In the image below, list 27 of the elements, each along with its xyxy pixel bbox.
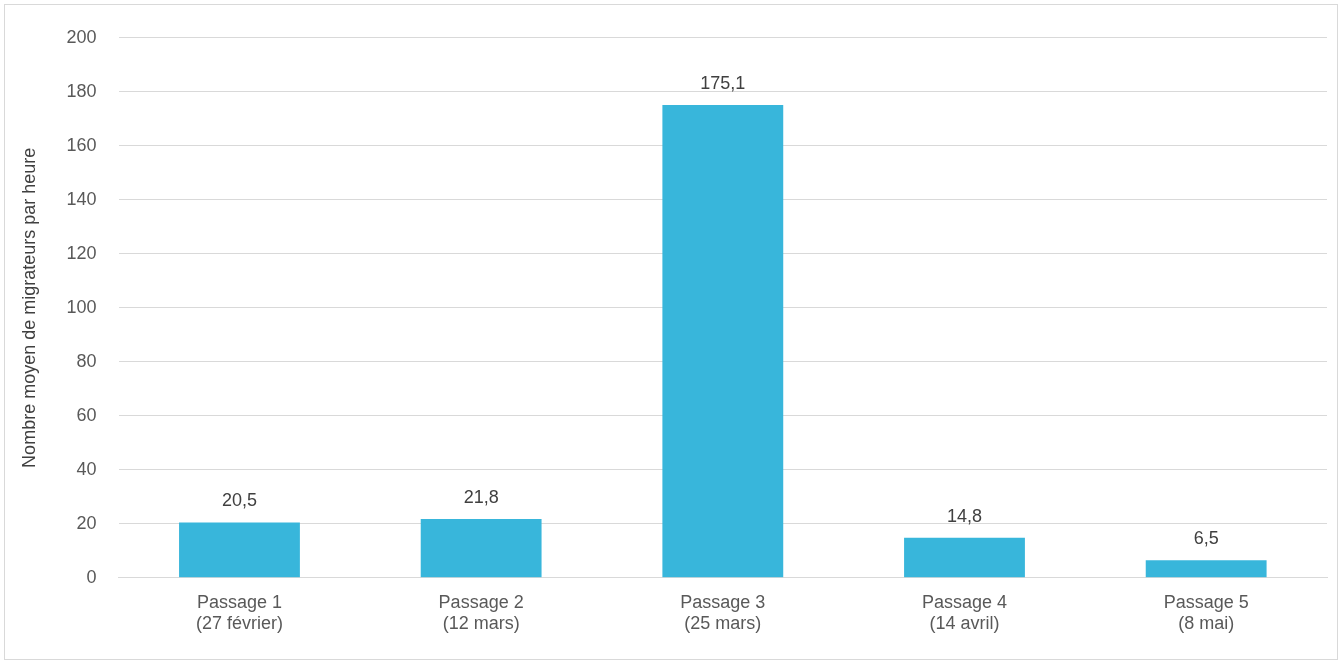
x-tick-label: Passage 1 (27 février) bbox=[195, 591, 283, 634]
bar bbox=[179, 522, 300, 578]
bar bbox=[1145, 560, 1267, 578]
bar bbox=[662, 105, 784, 578]
data-label: 21,8 bbox=[463, 486, 499, 507]
y-tick-label: 80 bbox=[76, 350, 97, 371]
y-tick-label: 0 bbox=[86, 566, 97, 587]
data-label: 14,8 bbox=[946, 505, 983, 526]
y-tick-label: 40 bbox=[76, 458, 97, 479]
y-tick-label: 140 bbox=[66, 188, 97, 209]
y-tick-label: 180 bbox=[66, 80, 97, 101]
y-tick-label: 60 bbox=[76, 404, 97, 425]
data-label: 175,1 bbox=[700, 73, 746, 93]
y-tick-label: 20 bbox=[76, 512, 97, 533]
y-tick-label: 120 bbox=[66, 242, 97, 263]
bar bbox=[420, 518, 542, 578]
data-label: 6,5 bbox=[1193, 528, 1219, 549]
bar bbox=[904, 537, 1025, 578]
x-tick-label: Passage 4 (14 avril) bbox=[921, 591, 1008, 634]
x-tick-label: Passage 3 (25 mars) bbox=[680, 591, 766, 634]
x-tick-label: Passage 2 (12 mars) bbox=[438, 591, 524, 634]
y-axis-title: Nombre moyen de migrateurs par heure bbox=[18, 147, 39, 468]
y-tick-label: 200 bbox=[66, 26, 97, 47]
x-tick-label: Passage 5 (8 mai) bbox=[1163, 591, 1249, 634]
y-tick-label: 100 bbox=[66, 296, 97, 317]
data-label: 20,5 bbox=[221, 490, 257, 511]
y-tick-label: 160 bbox=[66, 134, 97, 155]
